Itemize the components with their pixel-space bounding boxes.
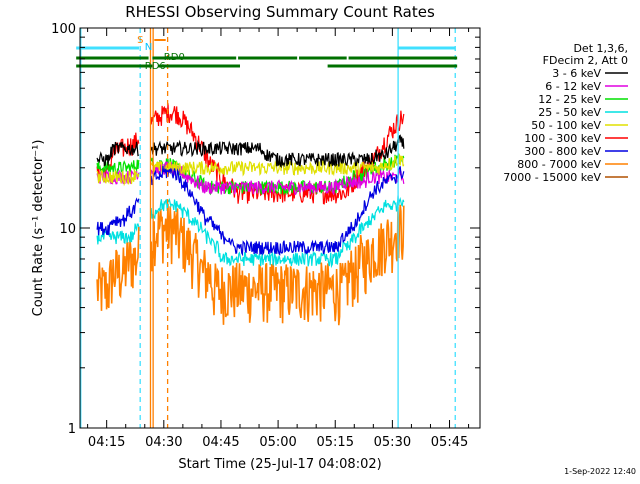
flag-label-s: S: [137, 35, 143, 46]
legend-label-0: 3 - 6 keV: [552, 67, 601, 80]
axes: 1 10 100 04:15 04:30 04:45 05:00 05:15 05:30 05:4…: [51, 22, 481, 450]
series-line-25-to-50keV: [96, 195, 405, 269]
y-tick-label-10: 10: [59, 222, 76, 237]
legend-label-4: 50 - 100 keV: [531, 119, 601, 132]
y-tick-label-100: 100: [51, 22, 76, 37]
flag-label-rd0: RD0: [164, 52, 185, 63]
chart-title: RHESSI Observing Summary Count Rates: [125, 3, 435, 21]
x-tick-label-45: 04:45: [202, 435, 239, 450]
y-tick-label-1: 1: [68, 422, 76, 437]
x-tick-label-60: 05:00: [259, 435, 296, 450]
x-axis-label: Start Time (25-Jul-17 04:08:02): [178, 457, 381, 472]
legend-label-3: 25 - 50 keV: [538, 106, 601, 119]
flag-label-rd6: RD6: [145, 61, 166, 72]
x-tick-label-15: 04:15: [88, 435, 125, 450]
footer-date: 1-Sep-2022 12:40: [564, 467, 636, 476]
x-tick-label-75: 05:15: [317, 435, 354, 450]
series-line-6-to-12keV: [96, 161, 405, 196]
legend-header-line-2: FDecim 2, Att 0: [543, 54, 628, 67]
series-line-800-to-7000keV: [96, 203, 405, 326]
y-axis-label: Count Rate (s⁻¹ detector⁻¹): [31, 140, 46, 317]
x-tick-label-90: 05:30: [374, 435, 411, 450]
legend-label-7: 800 - 7000 keV: [517, 158, 601, 171]
series-line-50-to-100keV: [96, 154, 405, 187]
legend-label-6: 300 - 800 keV: [524, 145, 601, 158]
legend-label-2: 12 - 25 keV: [538, 93, 601, 106]
flag-label-n: N: [145, 42, 152, 53]
legend-label-5: 100 - 300 keV: [524, 132, 601, 145]
x-tick-label-30: 04:30: [145, 435, 182, 450]
series-line-3-to-6keV: [96, 134, 405, 169]
legend-header-line-1: Det 1,3,6,: [573, 42, 628, 55]
legend-label-8: 7000 - 15000 keV: [503, 171, 601, 184]
x-tick-label-105: 05:45: [431, 435, 468, 450]
series-line-300-to-800keV: [96, 165, 405, 257]
legend-label-1: 6 - 12 keV: [545, 80, 601, 93]
